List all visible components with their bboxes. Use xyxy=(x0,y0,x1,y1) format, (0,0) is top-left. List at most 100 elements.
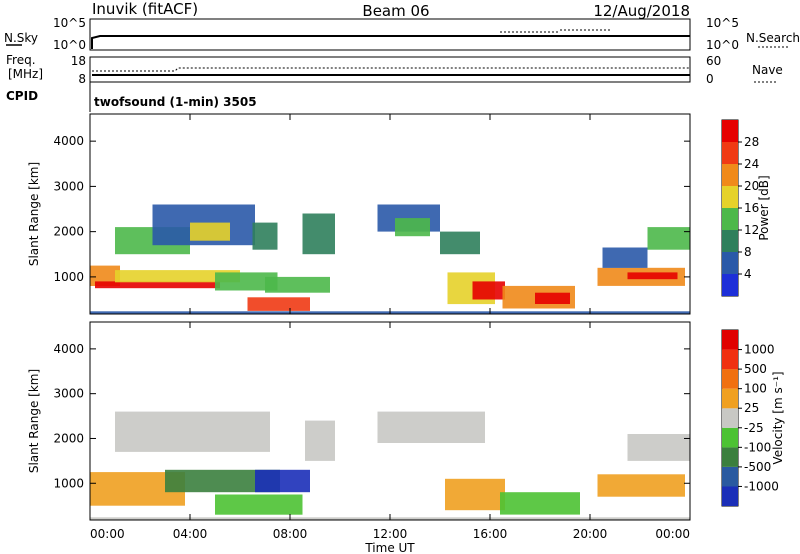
freq-tick-top: 18 xyxy=(71,54,86,68)
x-axis-label: Time UT xyxy=(364,541,415,554)
velocity-colorbar-tick-label: -500 xyxy=(744,460,771,474)
time-x-axis: 00:00 04:00 08:00 12:00 16:00 20:00 00:00 xyxy=(89,114,691,541)
cpid-label: CPID xyxy=(6,89,38,103)
velocity-colorbar-tick-label: 25 xyxy=(744,401,759,415)
velocity-ytick-label: 2000 xyxy=(53,431,84,445)
velocity-y-axis: 1000 2000 3000 4000 xyxy=(53,342,690,490)
power-ytick-label: 1000 xyxy=(53,270,84,284)
xtick-label: 00:00 xyxy=(655,527,690,541)
power-data-band xyxy=(252,222,278,250)
velocity-colorbar-swatch xyxy=(722,330,738,350)
freq-label: Freq. xyxy=(6,53,36,67)
nsky-panel-frame xyxy=(89,18,691,51)
velocity-ylabel: Slant Range [km] xyxy=(27,369,41,473)
power-colorbar-tick-label: 28 xyxy=(744,135,759,149)
nsky-tick-top: 10^5 xyxy=(53,16,86,30)
velocity-colorbar-swatch xyxy=(722,349,738,370)
velocity-ytick-label: 1000 xyxy=(53,476,84,490)
nave-tick-top: 60 xyxy=(706,54,721,68)
velocity-data-band xyxy=(115,411,270,452)
freq-tick-bottom: 8 xyxy=(78,72,86,86)
velocity-ytick-label: 3000 xyxy=(53,387,84,401)
nave-tick-bottom: 0 xyxy=(706,72,714,86)
velocity-data-band xyxy=(627,434,690,461)
velocity-colorbar-tick-label: 1000 xyxy=(744,343,775,357)
power-data-band xyxy=(302,213,335,255)
power-data-band xyxy=(247,297,310,311)
velocity-colorbar-tick-label: -1000 xyxy=(744,479,779,493)
velocity-colorbar-tick-label: -100 xyxy=(744,440,771,454)
xtick-label: 00:00 xyxy=(90,527,125,541)
velocity-data-band xyxy=(165,469,280,493)
power-colorbar-tick-label: 20 xyxy=(744,179,759,193)
power-data-band xyxy=(535,292,570,304)
nave-trace xyxy=(92,67,690,72)
xtick-label: 12:00 xyxy=(373,527,408,541)
velocity-data-band xyxy=(255,469,310,493)
freq-panel-frame xyxy=(89,56,691,83)
power-data-band xyxy=(95,281,220,289)
power-colorbar-tick-label: 8 xyxy=(744,245,752,259)
power-data-band xyxy=(190,222,230,241)
velocity-colorbar-swatch xyxy=(722,427,738,448)
power-colorbar-tick-label: 24 xyxy=(744,157,759,171)
power-data-band xyxy=(440,231,480,255)
velocity-colorbar-tick-label: 500 xyxy=(744,362,767,376)
power-data-band xyxy=(90,265,120,286)
power-colorbar-swatch xyxy=(722,164,738,186)
power-colorbar-tick-label: 4 xyxy=(744,267,752,281)
velocity-data-band xyxy=(445,478,505,511)
velocity-colorbar-swatch xyxy=(722,486,738,506)
velocity-data-band xyxy=(500,492,580,515)
velocity-colorbar-swatch xyxy=(722,466,738,487)
velocity-colorbar-tick-label: 100 xyxy=(744,382,767,396)
nave-label: Nave xyxy=(752,63,783,77)
velocity-colorbar-swatch xyxy=(722,369,738,389)
power-ytick-label: 4000 xyxy=(53,134,84,148)
xtick-label: 20:00 xyxy=(573,527,608,541)
power-colorbar: 4 8 12 16 20 24 28 xyxy=(722,120,759,296)
power-colorbar-swatch xyxy=(722,252,738,274)
velocity-ytick-label: 4000 xyxy=(53,342,84,356)
power-ytick-label: 2000 xyxy=(53,225,84,239)
nsky-label: N.Sky xyxy=(4,31,38,45)
beam-title: Beam 06 xyxy=(362,2,429,20)
power-colorbar-swatch xyxy=(722,186,738,208)
nsearch-tick-top: 10^5 xyxy=(706,16,739,30)
velocity-data-band xyxy=(377,411,485,443)
power-data-band xyxy=(472,281,505,300)
velocity-data-band xyxy=(305,420,335,461)
power-data-band xyxy=(395,218,430,237)
power-data-layer xyxy=(90,204,690,314)
velocity-data-band xyxy=(597,474,685,497)
date-title: 12/Aug/2018 xyxy=(593,2,690,20)
xtick-label: 16:00 xyxy=(473,527,508,541)
nsky-trace xyxy=(91,35,690,49)
power-data-band xyxy=(215,272,278,291)
power-ytick-label: 3000 xyxy=(53,179,84,193)
xtick-label: 08:00 xyxy=(273,527,308,541)
power-colorbar-swatch xyxy=(722,142,738,164)
velocity-colorbar-label: Velocity [m s⁻¹] xyxy=(771,371,785,464)
power-colorbar-swatch xyxy=(722,230,738,252)
velocity-colorbar-tick-label: -25 xyxy=(744,421,764,435)
velocity-colorbar-swatch xyxy=(722,408,738,428)
power-data-band xyxy=(647,227,690,250)
velocity-colorbar-swatch xyxy=(722,388,738,409)
cpid-text: twofsound (1-min) 3505 xyxy=(94,95,257,109)
nsearch-tick-bottom: 10^0 xyxy=(706,38,739,52)
power-data-band xyxy=(602,247,648,268)
power-colorbar-tick-label: 16 xyxy=(744,201,759,215)
power-ylabel: Slant Range [km] xyxy=(27,162,41,266)
velocity-colorbar-swatch xyxy=(722,447,738,467)
power-colorbar-swatch xyxy=(722,208,738,230)
velocity-data-band xyxy=(215,494,303,515)
freq-unit: [MHz] xyxy=(8,67,43,81)
nsearch-trace xyxy=(500,29,610,33)
station-title: Inuvik (fitACF) xyxy=(92,0,198,18)
power-colorbar-label: Power [dB] xyxy=(757,175,771,240)
nsearch-label: N.Search xyxy=(746,31,800,45)
xtick-label: 04:00 xyxy=(173,527,208,541)
power-colorbar-swatch xyxy=(722,274,738,296)
